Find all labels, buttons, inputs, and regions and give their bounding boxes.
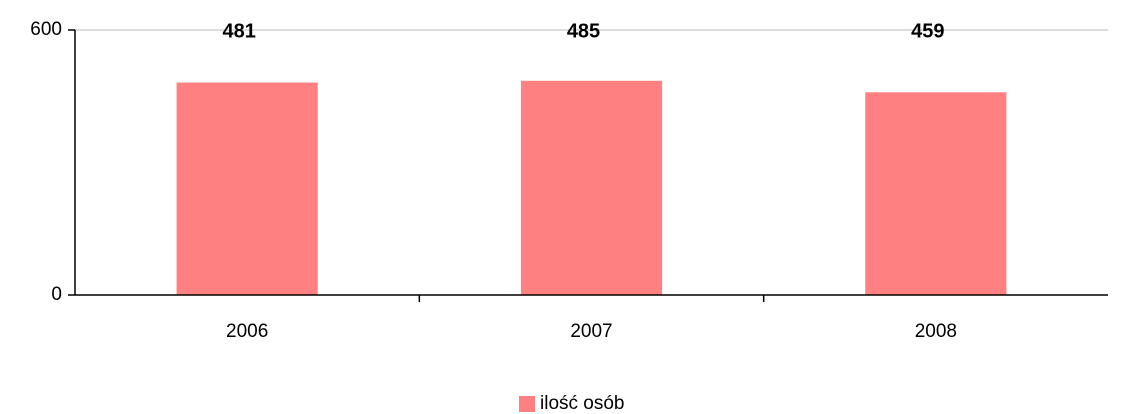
value-label: 459 bbox=[911, 20, 944, 42]
value-label: 481 bbox=[222, 20, 255, 42]
y-tick-label: 0 bbox=[51, 284, 62, 305]
x-tick-label: 2006 bbox=[226, 321, 268, 342]
legend-swatch bbox=[519, 396, 535, 412]
x-tick-label: 2007 bbox=[570, 321, 612, 342]
bar bbox=[865, 92, 1007, 296]
y-tick-label: 600 bbox=[30, 19, 62, 40]
x-tick-label: 2008 bbox=[915, 321, 957, 342]
value-label: 485 bbox=[567, 20, 600, 42]
legend-label: ilość osób bbox=[540, 393, 625, 414]
bar bbox=[520, 80, 663, 296]
bar bbox=[176, 82, 318, 295]
